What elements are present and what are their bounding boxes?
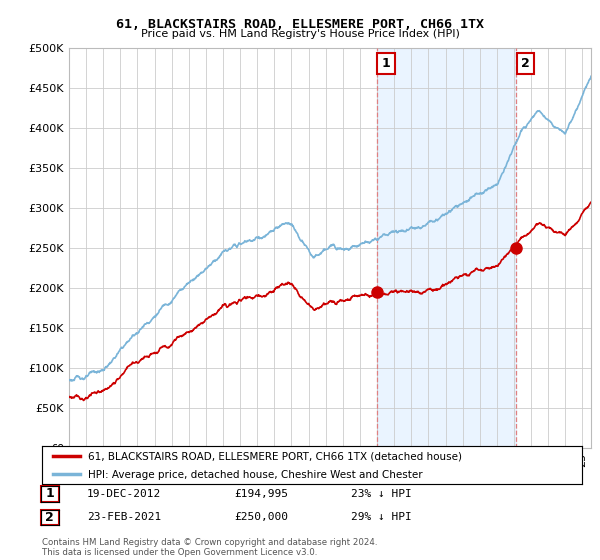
Text: 61, BLACKSTAIRS ROAD, ELLESMERE PORT, CH66 1TX: 61, BLACKSTAIRS ROAD, ELLESMERE PORT, CH… bbox=[116, 18, 484, 31]
Text: Price paid vs. HM Land Registry's House Price Index (HPI): Price paid vs. HM Land Registry's House … bbox=[140, 29, 460, 39]
Bar bbox=[377, 48, 516, 448]
Text: £194,995: £194,995 bbox=[234, 489, 288, 499]
Text: 23-FEB-2021: 23-FEB-2021 bbox=[87, 512, 161, 522]
Text: 19-DEC-2012: 19-DEC-2012 bbox=[87, 489, 161, 499]
Text: 23% ↓ HPI: 23% ↓ HPI bbox=[351, 489, 412, 499]
Text: 2: 2 bbox=[46, 511, 54, 524]
Text: 61, BLACKSTAIRS ROAD, ELLESMERE PORT, CH66 1TX (detached house): 61, BLACKSTAIRS ROAD, ELLESMERE PORT, CH… bbox=[88, 452, 462, 462]
Text: 1: 1 bbox=[46, 487, 54, 501]
Text: £250,000: £250,000 bbox=[234, 512, 288, 522]
Text: 1: 1 bbox=[382, 57, 391, 70]
Text: HPI: Average price, detached house, Cheshire West and Chester: HPI: Average price, detached house, Ches… bbox=[88, 470, 422, 480]
Text: 29% ↓ HPI: 29% ↓ HPI bbox=[351, 512, 412, 522]
Text: 2: 2 bbox=[521, 57, 530, 70]
Text: Contains HM Land Registry data © Crown copyright and database right 2024.
This d: Contains HM Land Registry data © Crown c… bbox=[42, 538, 377, 557]
